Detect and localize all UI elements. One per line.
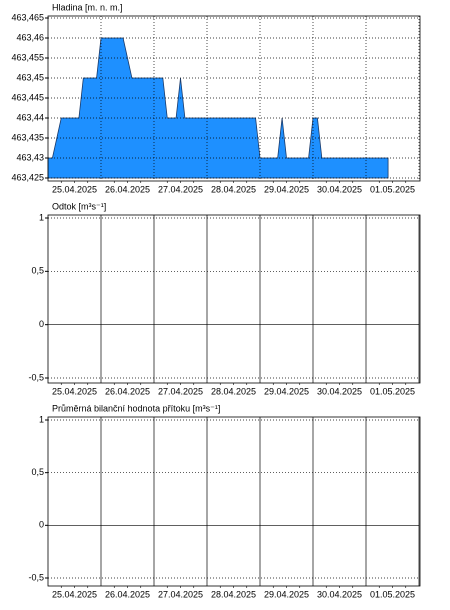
chart-title: Odtok [m³s⁻¹]: [52, 201, 106, 211]
x-tick-label: 28.04.2025: [211, 184, 256, 194]
x-tick-label: 29.04.2025: [264, 184, 309, 194]
y-tick-label: 0: [39, 520, 44, 530]
plot-frame: [47, 214, 421, 384]
x-tick-label: 25.04.2025: [52, 184, 97, 194]
x-tick-label: 27.04.2025: [158, 589, 203, 599]
chart-title: Průměrná bilanční hodnota přítoku [m³s⁻¹…: [52, 403, 220, 413]
y-tick-label: 463,445: [11, 92, 44, 102]
plot-frame: [47, 416, 421, 587]
plot-frame: [47, 15, 421, 182]
x-tick-label: 01.05.2025: [370, 589, 415, 599]
chart-title: Hladina [m. n. m.]: [52, 2, 123, 12]
x-tick-label: 29.04.2025: [264, 589, 309, 599]
y-tick-label: 463,43: [16, 152, 44, 162]
y-tick-label: 463,465: [11, 12, 44, 22]
y-tick-label: 1: [39, 414, 44, 424]
x-tick-label: 28.04.2025: [211, 589, 256, 599]
area: [47, 37, 389, 179]
y-tick-label: 0: [39, 319, 44, 329]
x-tick-label: 28.04.2025: [211, 386, 256, 396]
x-tick-label: 27.04.2025: [158, 184, 203, 194]
y-tick-label: 463,425: [11, 172, 44, 182]
y-tick-label: -0,5: [28, 372, 44, 382]
x-tick-label: 01.05.2025: [370, 386, 415, 396]
x-tick-label: 30.04.2025: [317, 386, 362, 396]
x-tick-label: 26.04.2025: [105, 589, 150, 599]
chart-panel: Odtok [m³s⁻¹] -0,5 0 0,5 1 25.04.2025 26.04.20…: [28, 201, 421, 396]
x-tick-label: 30.04.2025: [317, 589, 362, 599]
x-tick-label: 26.04.2025: [105, 386, 150, 396]
y-tick-label: 1: [39, 212, 44, 222]
x-tick-label: 26.04.2025: [105, 184, 150, 194]
y-tick-label: -0,5: [28, 572, 44, 582]
y-tick-label: 463,44: [16, 112, 44, 122]
y-tick-label: 463,455: [11, 52, 44, 62]
x-tick-label: 25.04.2025: [52, 386, 97, 396]
x-tick-label: 01.05.2025: [370, 184, 415, 194]
y-tick-label: 463,435: [11, 132, 44, 142]
x-tick-label: 30.04.2025: [317, 184, 362, 194]
chart-panel: Průměrná bilanční hodnota přítoku [m³s⁻¹…: [28, 403, 421, 599]
y-tick-label: 0,5: [31, 467, 44, 477]
x-tick-label: 27.04.2025: [158, 386, 203, 396]
y-tick-label: 463,45: [16, 72, 44, 82]
y-tick-label: 0,5: [31, 266, 44, 276]
x-tick-label: 25.04.2025: [52, 589, 97, 599]
x-tick-label: 29.04.2025: [264, 386, 309, 396]
y-tick-label: 463,46: [16, 32, 44, 42]
chart-panel: Hladina [m. n. m.] 463,425 463,43 463,435 46…: [11, 2, 421, 194]
